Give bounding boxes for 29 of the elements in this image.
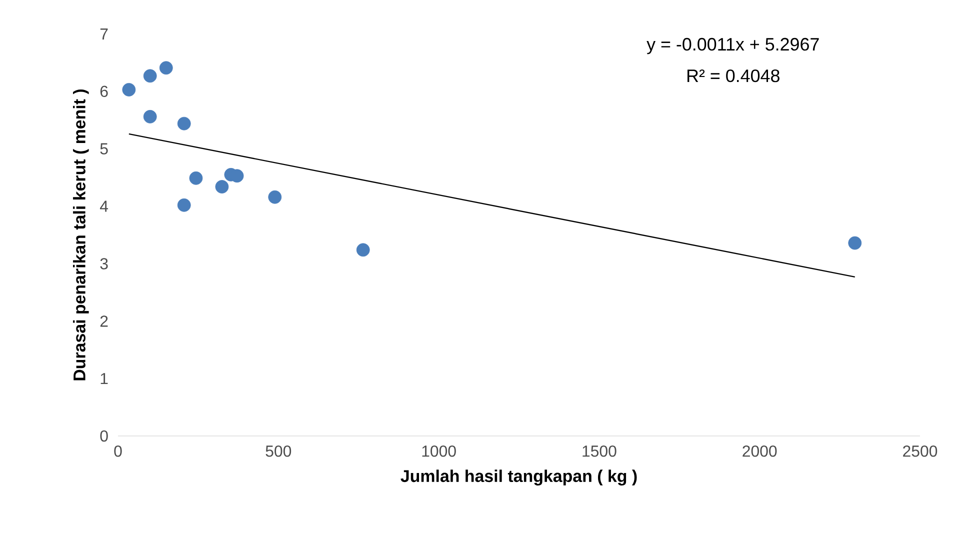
point bbox=[215, 180, 229, 194]
x-tick-label: 1000 bbox=[422, 446, 456, 457]
point bbox=[268, 190, 282, 204]
point bbox=[159, 61, 173, 75]
y-tick-label: 6 bbox=[100, 86, 108, 98]
annotation: y = -0.0011x + 5.2967 bbox=[646, 38, 819, 54]
point bbox=[143, 69, 157, 83]
x-tick-label: 1500 bbox=[582, 446, 616, 457]
point bbox=[122, 82, 136, 96]
y-tick-label: 2 bbox=[100, 316, 108, 327]
y-tick-label: 5 bbox=[100, 143, 108, 154]
x-axis-title: Jumlah hasil tangkapan ( kg ) bbox=[400, 470, 637, 486]
point bbox=[143, 110, 157, 124]
point bbox=[177, 116, 191, 130]
point bbox=[177, 198, 191, 212]
point bbox=[356, 243, 370, 257]
annotation: R² = 0.4048 bbox=[688, 69, 780, 82]
y-tick-label: 0 bbox=[100, 430, 108, 442]
y-axis-title: Durasai penarikan tali kerut ( menit ) bbox=[73, 90, 89, 380]
y-tick-label: 7 bbox=[100, 28, 108, 40]
y-tick-label: 3 bbox=[100, 258, 108, 270]
y-tick-label: 1 bbox=[100, 373, 108, 384]
point bbox=[848, 236, 862, 250]
x-tick-label: 0 bbox=[114, 446, 122, 457]
x-tick-label: 2500 bbox=[903, 446, 938, 457]
point bbox=[189, 171, 203, 185]
y-tick-label: 4 bbox=[100, 200, 108, 212]
x-tick-label: 500 bbox=[266, 446, 292, 457]
x-tick-label: 2000 bbox=[742, 446, 777, 457]
